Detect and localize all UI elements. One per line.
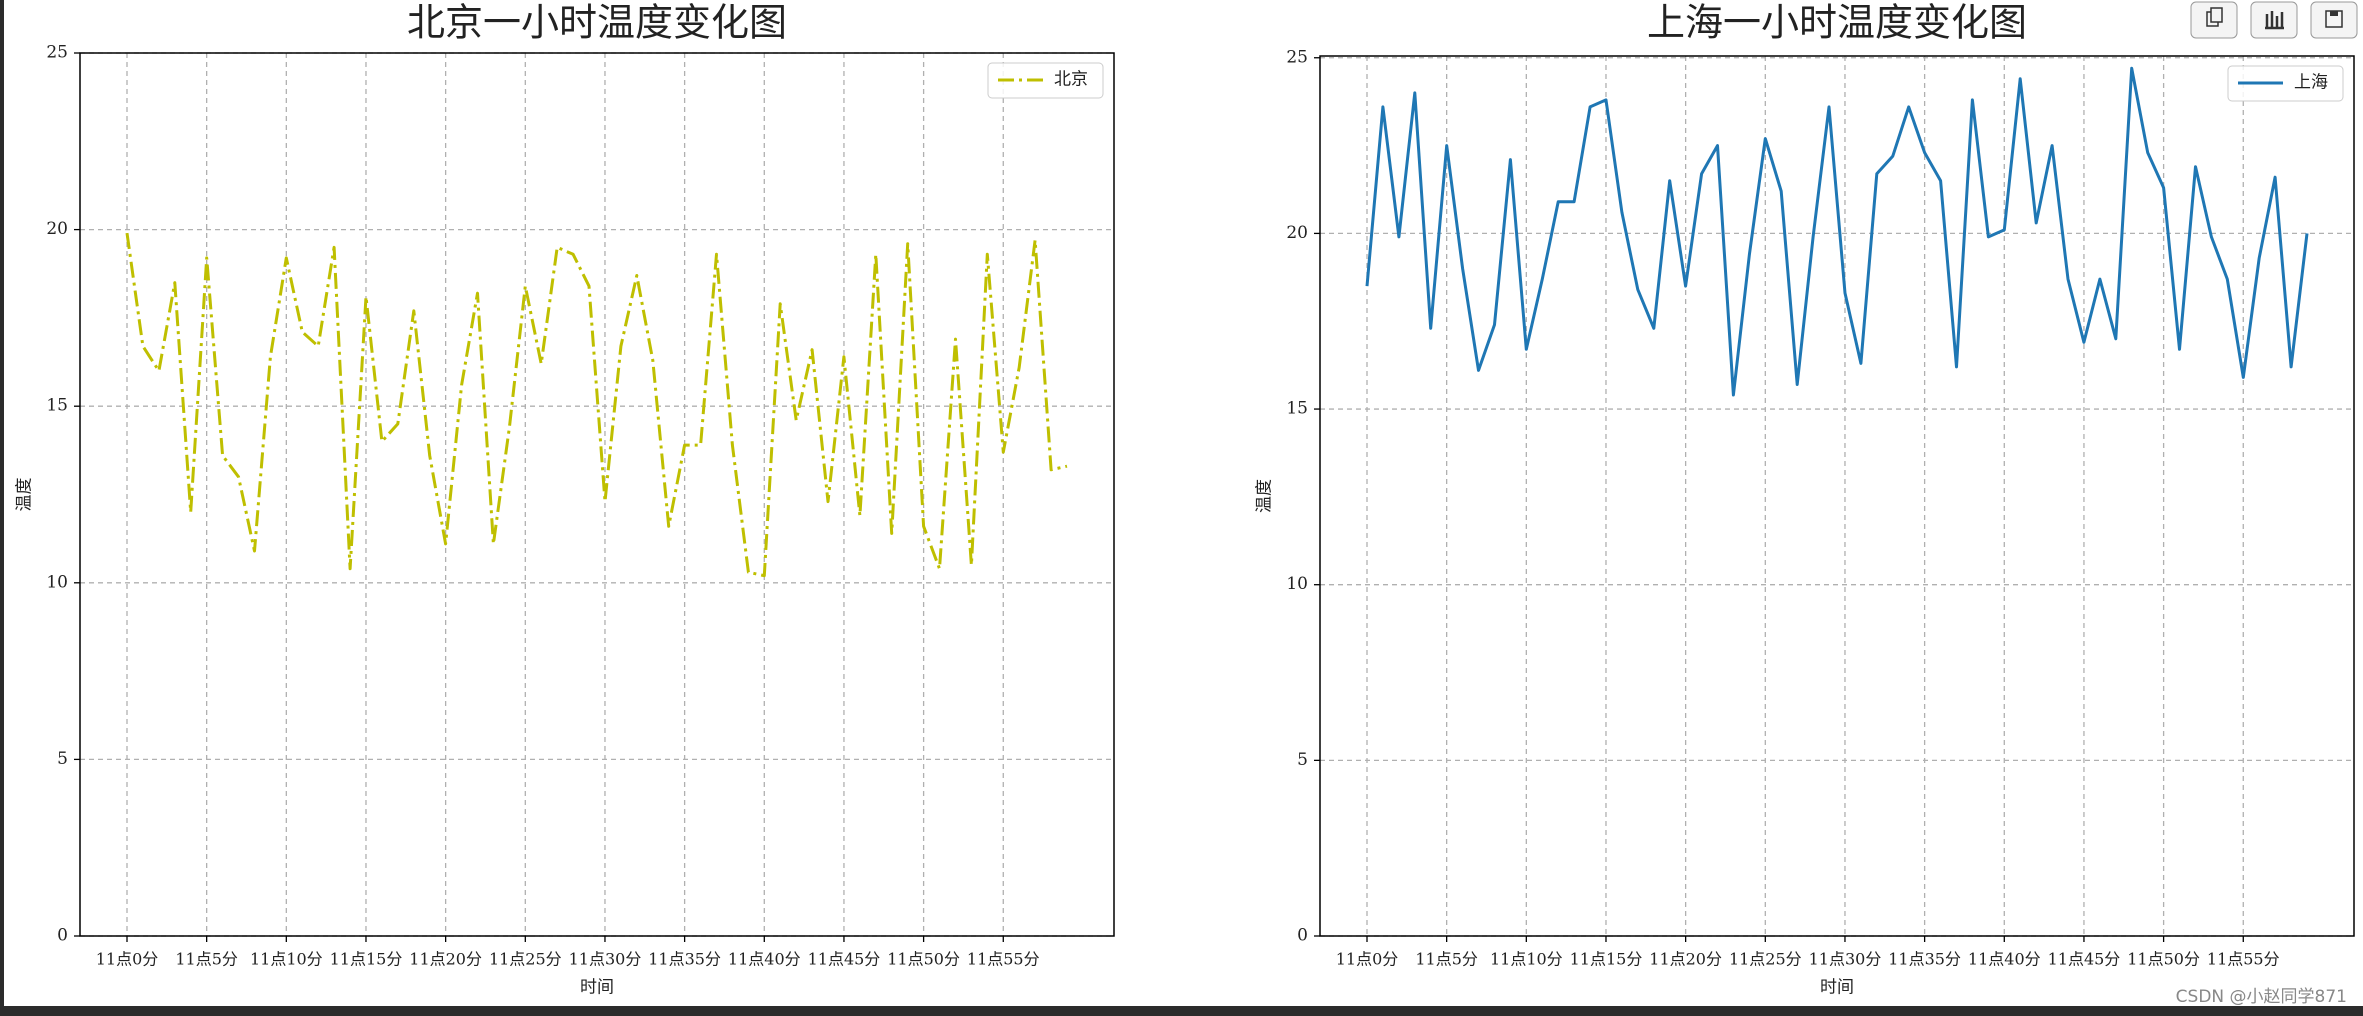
y-tick-label: 25 [46, 43, 68, 63]
x-tick-label: 11点30分 [569, 950, 642, 969]
icon [2330, 11, 2338, 16]
x-tick-label: 11点5分 [175, 950, 238, 969]
y-tick-label: 15 [46, 396, 68, 416]
save-button[interactable] [2310, 1, 2358, 39]
x-tick-label: 11点30分 [1809, 950, 1882, 969]
line-series [1365, 66, 2309, 397]
x-tick-label: 11点50分 [2127, 950, 2200, 969]
legend-label: 上海 [2294, 73, 2328, 93]
y-tick-label: 5 [57, 749, 68, 769]
y-tick-label: 20 [1286, 223, 1308, 243]
y-axis-label: 温度 [15, 478, 35, 512]
x-tick-label: 11点0分 [96, 950, 159, 969]
y-axis-label: 温度 [1255, 479, 1275, 513]
x-tick-label: 11点40分 [1968, 950, 2041, 969]
x-tick-label: 11点40分 [728, 950, 801, 969]
plot-frame [79, 52, 1115, 937]
legend-frame [987, 62, 1104, 99]
x-axis-label: 时间 [1820, 978, 1854, 998]
x-axis-label: 时间 [580, 978, 614, 998]
x-tick-label: 11点35分 [648, 950, 721, 969]
x-tick-label: 11点20分 [1649, 950, 1722, 969]
bottom-bar [0, 1006, 2363, 1016]
x-tick-label: 11点25分 [1729, 950, 1802, 969]
chart-button[interactable] [2250, 1, 2298, 39]
y-tick-label: 20 [46, 219, 68, 239]
x-tick-label: 11点25分 [489, 950, 562, 969]
y-tick-label: 10 [46, 572, 68, 592]
y-tick-label: 0 [1297, 926, 1308, 946]
x-tick-label: 11点45分 [2048, 950, 2121, 969]
x-tick-label: 11点10分 [250, 950, 323, 969]
toolbar [2190, 1, 2358, 39]
legend: 上海 [2227, 65, 2344, 102]
legend: 北京 [987, 62, 1104, 99]
button-frame[interactable] [2250, 1, 2298, 39]
line-series [125, 232, 1068, 578]
y-tick-label: 0 [57, 926, 68, 946]
watermark: CSDN @小赵同学871 [2176, 987, 2347, 1007]
plot-frame [1319, 55, 2355, 937]
y-tick-label: 10 [1286, 574, 1308, 594]
x-tick-label: 11点15分 [330, 950, 403, 969]
icon [2210, 7, 2223, 23]
y-tick-label: 25 [1286, 47, 1308, 67]
x-tick-label: 11点5分 [1415, 950, 1478, 969]
legend-label: 北京 [1054, 70, 1088, 90]
x-tick-label: 11点55分 [967, 950, 1040, 969]
button-frame[interactable] [2310, 1, 2358, 39]
legend-frame [2227, 65, 2344, 102]
x-tick-label: 11点0分 [1336, 950, 1399, 969]
left-border [0, 0, 4, 1016]
icon [2265, 11, 2284, 30]
copy-button[interactable] [2190, 1, 2238, 39]
y-tick-label: 15 [1286, 399, 1308, 419]
y-tick-label: 5 [1297, 750, 1308, 770]
x-tick-label: 11点45分 [808, 950, 881, 969]
x-tick-label: 11点20分 [409, 950, 482, 969]
x-tick-label: 11点50分 [887, 950, 960, 969]
x-tick-label: 11点15分 [1570, 950, 1643, 969]
x-tick-label: 11点10分 [1490, 950, 1563, 969]
x-tick-label: 11点55分 [2207, 950, 2280, 969]
chart-title: 北京一小时温度变化图 [407, 1, 787, 45]
chart-title: 上海一小时温度变化图 [1647, 1, 2027, 45]
x-tick-label: 11点35分 [1888, 950, 1961, 969]
